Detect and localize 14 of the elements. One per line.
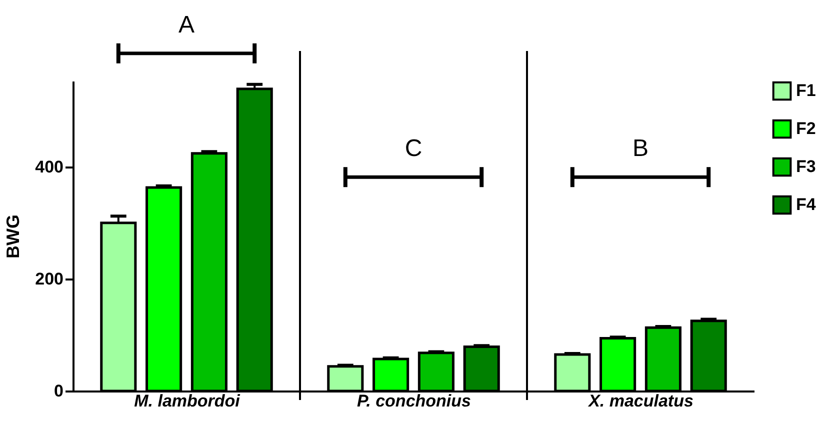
text: A — [178, 11, 195, 38]
x-tick-label: X. maculatus — [588, 392, 694, 410]
annotation: B — [632, 135, 649, 162]
x-tick-label: M. lambordoi — [134, 392, 242, 410]
y-tick-label: 400 — [35, 157, 64, 176]
annotation: C — [404, 135, 422, 162]
legend-label: F4 — [796, 195, 816, 214]
y-tick-label: 200 — [35, 269, 64, 288]
x-tick-label: P. conchonius — [357, 392, 471, 410]
legend-label: F2 — [796, 119, 816, 138]
y-axis-title: BWG — [3, 214, 24, 258]
legend-label: F3 — [796, 157, 816, 176]
y-tick-label: 0 — [54, 382, 64, 400]
legend-label: F1 — [796, 81, 816, 100]
